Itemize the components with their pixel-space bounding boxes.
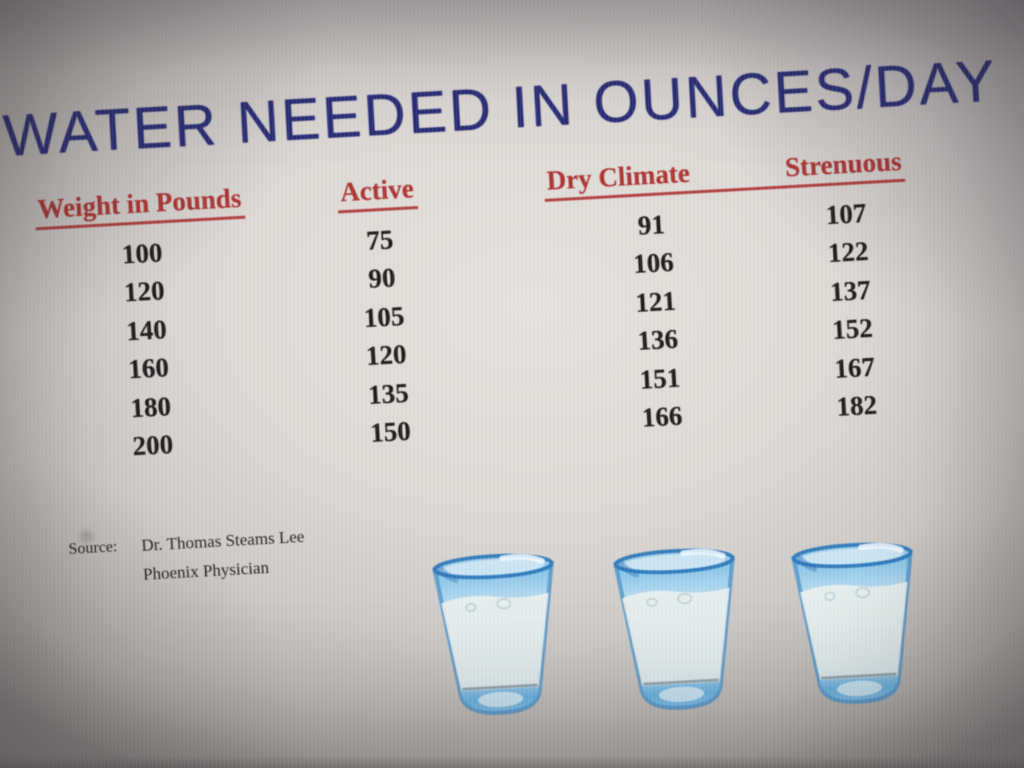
column-values: 91 106 121 136 151 166 (545, 200, 768, 442)
column-strenuous: Strenuous 107 122 137 152 167 182 (733, 143, 968, 431)
column-header: Active (336, 173, 418, 214)
source-text: Dr. Thomas Steams Lee Phoenix Physician (141, 522, 307, 589)
source-attribution: Source: Dr. Thomas Steams Lee Phoenix Ph… (68, 522, 307, 593)
column-weight-in-pounds: Weight in Pounds 100 120 140 160 180 200 (24, 182, 269, 471)
column-active: Active 75 90 105 120 135 150 (296, 171, 471, 456)
column-values: 100 120 140 160 180 200 (26, 228, 269, 471)
column-values: 75 90 105 120 135 150 (299, 217, 472, 456)
water-glass-icon (784, 537, 927, 714)
source-label: Source: (68, 538, 118, 558)
column-values: 107 122 137 152 167 182 (735, 189, 968, 431)
column-header: Weight in Pounds (33, 182, 246, 231)
column-header: Strenuous (781, 145, 906, 189)
table-cell: 150 (369, 415, 412, 448)
water-glass-icon (425, 548, 568, 725)
water-glass-icon (606, 543, 749, 720)
